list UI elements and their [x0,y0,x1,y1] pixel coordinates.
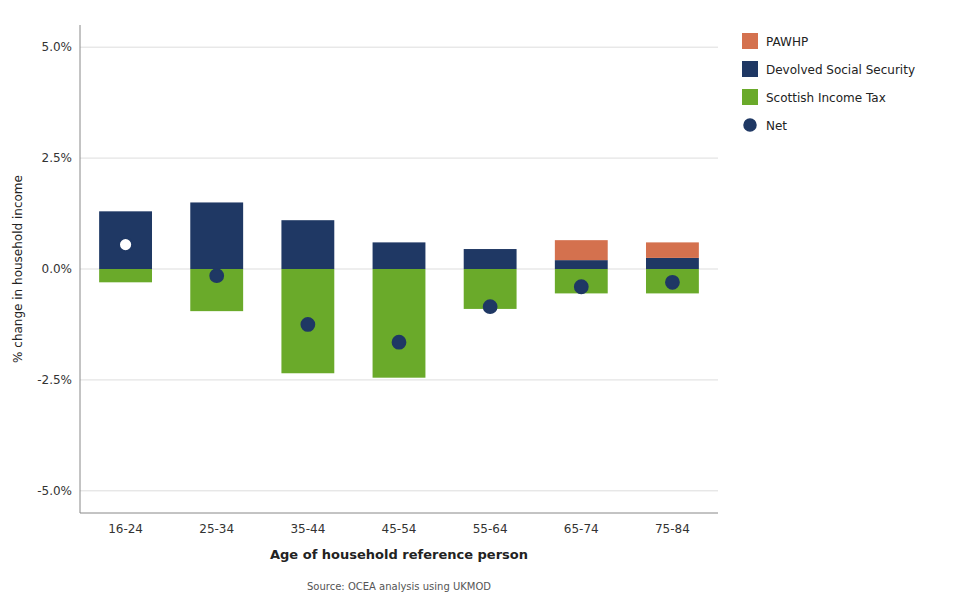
net-point [210,269,223,282]
grid [80,47,718,491]
bar [190,202,243,203]
y-tick-label: 5.0% [42,40,73,54]
bar [373,242,426,243]
y-tick-label: 2.5% [42,151,73,165]
bar [281,220,334,221]
legend: PAWHP Devolved Social Security Scottish In… [742,33,915,133]
grid-line [80,158,718,159]
legend-label: PAWHP [766,35,808,49]
bar [281,269,334,373]
net-point [119,238,132,251]
bar [555,269,608,293]
net-point [393,336,406,349]
bar [281,220,334,269]
bar [555,260,608,269]
net-point [484,300,497,313]
bar [464,249,517,250]
y-tick-label: -2.5% [37,373,72,387]
bar [190,269,243,311]
x-tick-label: 75-84 [655,522,690,536]
legend-swatch [744,119,756,131]
y-tick-label: -5.0% [37,484,72,498]
y-axis-line [80,25,81,513]
bar [99,211,152,212]
chart: -5.0% -2.5% 0.0% 2.5% 5.0% 16-24 25-34 35-44 45-… [0,0,958,598]
source-note: Source: OCEA analysis using UKMOD [307,581,491,592]
net-point [301,318,314,331]
legend-swatch [742,89,758,105]
x-tick-label: 25-34 [199,522,234,536]
net-point [666,276,679,289]
bar [373,242,426,269]
net-point [575,280,588,293]
marks [99,202,699,377]
grid-line [80,47,718,48]
y-axis-label: % change in household income [11,175,25,363]
y-tick-label: 0.0% [42,262,73,276]
x-tick-label: 45-54 [382,522,417,536]
x-tick-label: 16-24 [108,522,143,536]
grid-line [80,379,718,380]
legend-label: Scottish Income Tax [766,91,886,105]
bar [555,240,608,260]
legend-label: Devolved Social Security [766,63,915,77]
bar [99,269,152,282]
bar [99,211,152,269]
x-tick-label: 35-44 [290,522,325,536]
legend-label: Net [766,119,787,133]
bar [646,242,699,258]
x-tick-label: 65-74 [564,522,599,536]
legend-swatch [742,61,758,77]
bar [373,269,426,378]
legend-swatch [742,33,758,49]
x-tick-label: 55-64 [473,522,508,536]
grid-line [80,490,718,491]
bar [464,249,517,269]
bar [190,202,243,269]
x-axis-label: Age of household reference person [270,547,528,562]
bar [646,258,699,269]
x-axis-line [80,513,718,514]
bar [646,269,699,293]
